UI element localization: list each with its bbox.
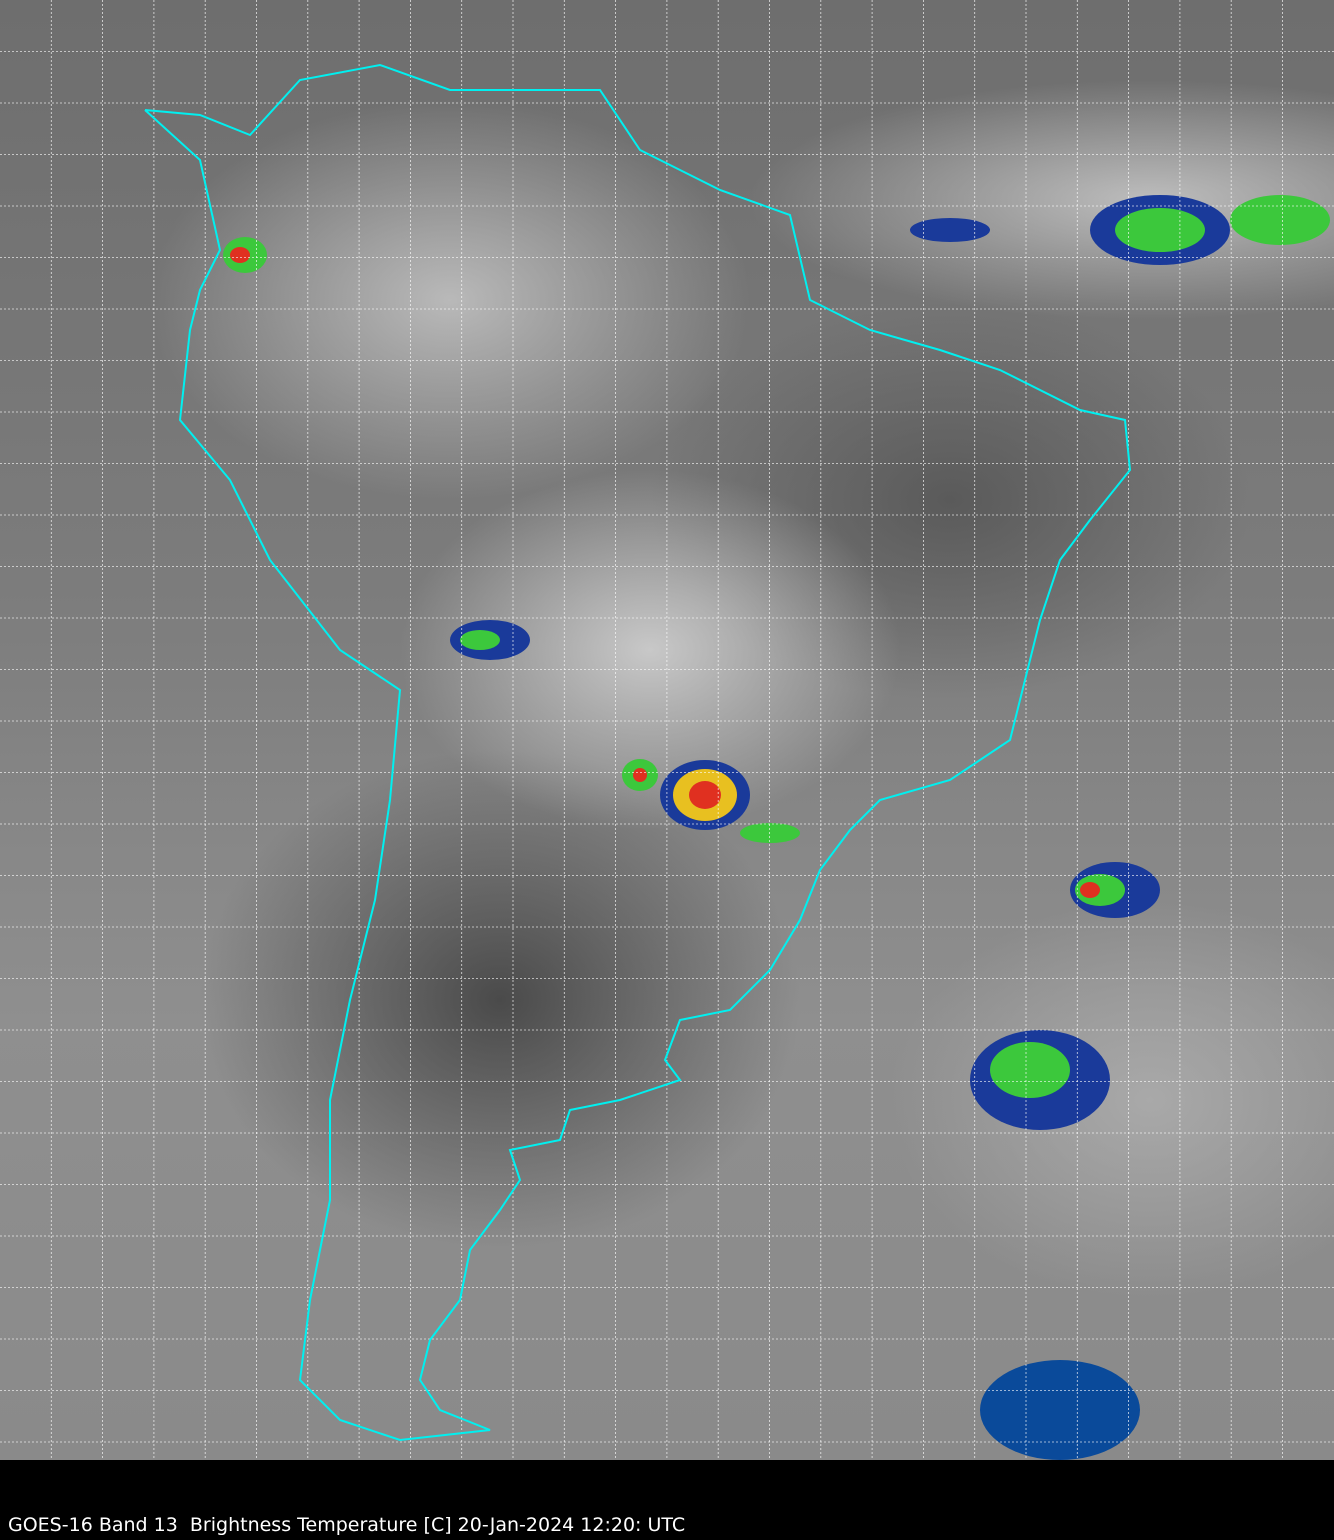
cloud-top bbox=[980, 1360, 1140, 1460]
cloud-top bbox=[633, 768, 647, 782]
cloud-top bbox=[1080, 882, 1100, 898]
cloud-top bbox=[740, 823, 800, 843]
lat-lon-grid bbox=[0, 0, 1334, 1460]
cloud-top bbox=[1230, 195, 1330, 245]
cloud-top bbox=[1115, 208, 1205, 252]
map-overlay bbox=[0, 0, 1334, 1460]
cloud-top bbox=[990, 1042, 1070, 1098]
cloud-top bbox=[689, 781, 721, 809]
cloud-top bbox=[460, 630, 500, 650]
image-caption: GOES-16 Band 13 Brightness Temperature [… bbox=[8, 1514, 686, 1536]
cloud-top bbox=[230, 247, 250, 263]
country-borders bbox=[144, 63, 1132, 1442]
cloud-top bbox=[910, 218, 990, 242]
convective-clouds bbox=[223, 195, 1330, 1460]
